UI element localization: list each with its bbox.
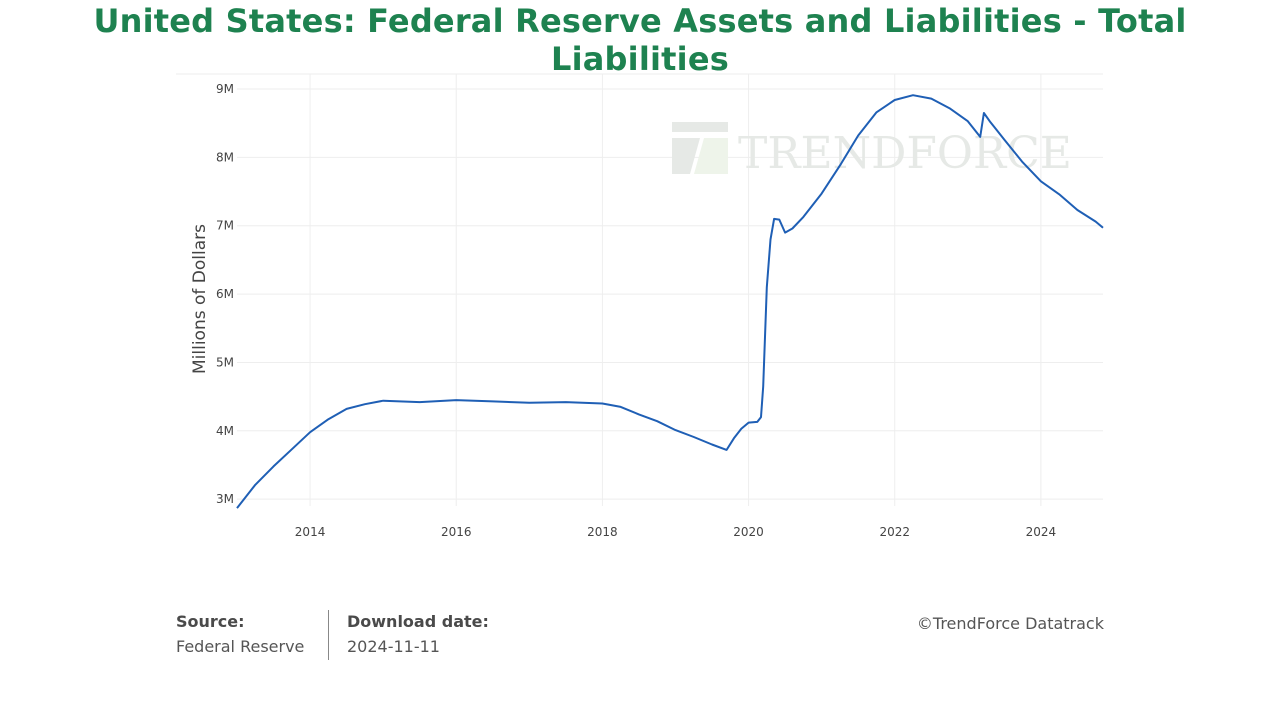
download-date-label: Download date: bbox=[347, 612, 489, 631]
series-line bbox=[236, 94, 1104, 509]
chart-series bbox=[236, 94, 1104, 509]
source-block: Source: Federal Reserve bbox=[176, 612, 304, 656]
y-tick-label: 8M bbox=[216, 150, 234, 164]
download-date-block: Download date: 2024-11-11 bbox=[347, 612, 489, 656]
y-tick-label: 4M bbox=[216, 424, 234, 438]
source-label: Source: bbox=[176, 612, 245, 631]
y-tick-label: 7M bbox=[216, 219, 234, 233]
y-tick-label: 6M bbox=[216, 287, 234, 301]
x-tick-label: 2016 bbox=[441, 525, 472, 539]
watermark-logo-right bbox=[694, 138, 728, 174]
x-tick-label: 2024 bbox=[1026, 525, 1057, 539]
chart-grid bbox=[176, 73, 1103, 506]
source-value: Federal Reserve bbox=[176, 637, 305, 656]
y-tick-label: 5M bbox=[216, 355, 234, 369]
x-tick-label: 2014 bbox=[295, 525, 326, 539]
y-tick-label: 3M bbox=[216, 492, 234, 506]
axis-ticks: 3M 4M 5M 6M 7M 8M 9M 2014 2016 2018 2020 2022 2024 bbox=[216, 82, 1056, 539]
watermark-logo-left bbox=[672, 138, 700, 174]
x-tick-label: 2018 bbox=[587, 525, 618, 539]
watermark-text: TRENDFORCE bbox=[738, 128, 1072, 179]
x-tick-label: 2022 bbox=[879, 525, 910, 539]
y-tick-label: 9M bbox=[216, 82, 234, 96]
watermark-logo-bar bbox=[672, 122, 728, 132]
y-axis-label: Millions of Dollars bbox=[190, 224, 210, 374]
trendforce-watermark: TRENDFORCE bbox=[672, 122, 1072, 179]
download-date-value: 2024-11-11 bbox=[347, 637, 440, 656]
line-chart: TRENDFORCE 3M 4M 5M 6M 7M 8M 9M 2014 2016 2018 202… bbox=[176, 73, 1104, 539]
copyright-text: ©TrendForce Datatrack bbox=[916, 614, 1104, 633]
page-title: United States: Federal Reserve Assets an… bbox=[93, 2, 1187, 78]
x-tick-label: 2020 bbox=[733, 525, 764, 539]
footer-divider bbox=[328, 610, 329, 660]
